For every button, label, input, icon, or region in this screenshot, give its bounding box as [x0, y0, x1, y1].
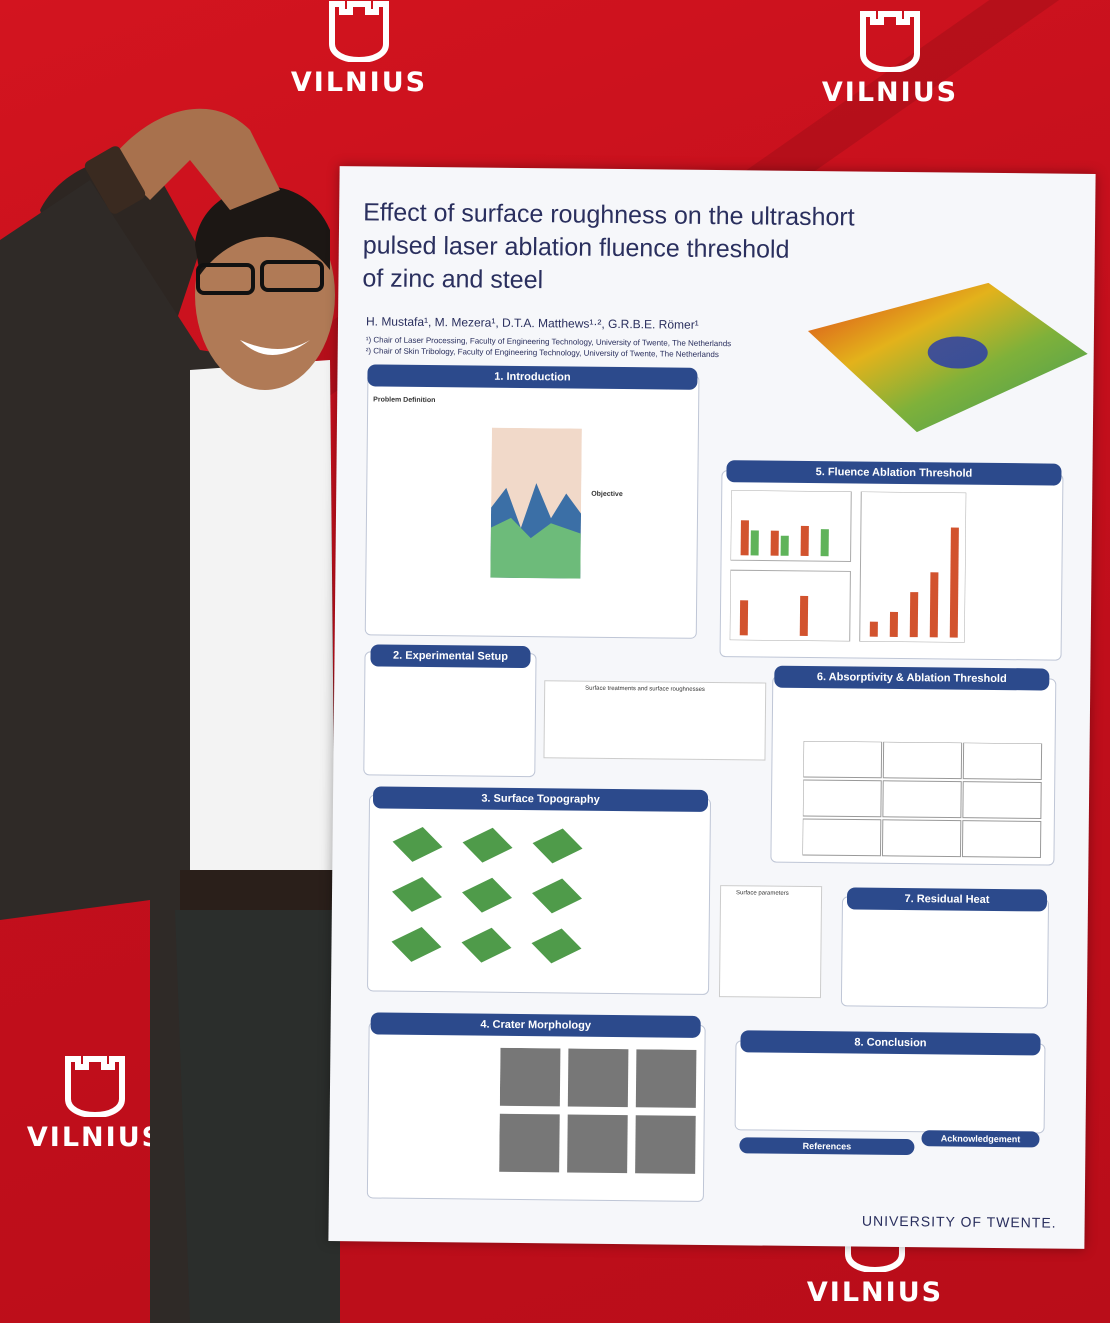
intro-subheading: Objective: [591, 490, 623, 499]
topography-grid: [391, 826, 583, 964]
laser-ablation-diagram: [490, 427, 582, 579]
acknowledgement-header: Acknowledgement: [921, 1130, 1040, 1148]
logo-word: VILNIUS: [806, 1277, 944, 1308]
references-header: References: [739, 1137, 915, 1156]
surface-parameters-table: Surface parameters: [718, 885, 823, 999]
logo-word: VILNIUS: [26, 1122, 164, 1153]
table-title: Surface treatments and surface roughness…: [585, 685, 705, 693]
surface-roughness-3d-figure: [807, 282, 1088, 433]
section-header: 6. Absorptivity & Ablation Threshold: [774, 665, 1050, 691]
poster-affiliations: ¹) Chair of Laser Processing, Faculty of…: [365, 335, 732, 360]
threshold-bar-charts: [729, 490, 967, 643]
research-poster: Effect of surface roughness on the ultra…: [328, 166, 1096, 1249]
person-silhouette: [0, 108, 340, 1323]
intro-subheading: Problem Definition: [373, 396, 436, 405]
poster-authors: H. Mustafa¹, M. Mezera¹, D.T.A. Matthews…: [365, 314, 699, 332]
table-title: Surface parameters: [736, 890, 789, 897]
vilnius-logo: VILNIUS: [20, 1055, 170, 1153]
section-experimental-setup: [363, 651, 537, 778]
vilnius-logo: VILNIUS: [815, 10, 965, 108]
vilnius-logo: VILNIUS: [800, 1210, 950, 1308]
castle-icon: [860, 11, 920, 74]
section-header: 4. Crater Morphology: [370, 1012, 701, 1038]
section-header: 1. Introduction: [367, 364, 698, 390]
section-header: 5. Fluence Ablation Threshold: [726, 460, 1062, 486]
section-header: 2. Experimental Setup: [370, 644, 531, 669]
surface-treatment-table: Surface treatments and surface roughness…: [543, 680, 767, 761]
university-logo: UNIVERSITY OF TWENTE.: [861, 1212, 1057, 1231]
absorptivity-scatter-grid: [802, 740, 1043, 858]
section-header: 7. Residual Heat: [846, 887, 1048, 912]
section-header: 3. Surface Topography: [372, 786, 709, 812]
logo-word: VILNIUS: [290, 67, 428, 98]
castle-icon: [329, 1, 389, 64]
sem-image-grid: [499, 1047, 697, 1174]
vilnius-logo: VILNIUS: [284, 0, 434, 98]
section-header: 8. Conclusion: [740, 1030, 1041, 1056]
castle-icon: [65, 1056, 125, 1119]
logo-word: VILNIUS: [821, 77, 959, 108]
section-residual-heat: [840, 896, 1050, 1009]
